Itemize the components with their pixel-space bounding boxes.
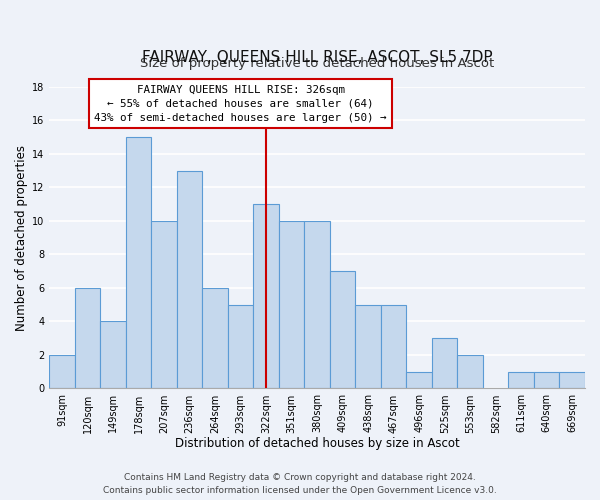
Title: FAIRWAY, QUEENS HILL RISE, ASCOT, SL5 7DP: FAIRWAY, QUEENS HILL RISE, ASCOT, SL5 7D…	[142, 50, 493, 65]
Bar	[75, 288, 100, 388]
Bar	[381, 304, 406, 388]
Y-axis label: Number of detached properties: Number of detached properties	[15, 144, 28, 330]
Bar	[304, 221, 330, 388]
Text: FAIRWAY QUEENS HILL RISE: 326sqm
← 55% of detached houses are smaller (64)
43% o: FAIRWAY QUEENS HILL RISE: 326sqm ← 55% o…	[94, 84, 387, 122]
Bar	[151, 221, 177, 388]
Bar	[508, 372, 534, 388]
Bar	[457, 355, 483, 388]
Bar	[330, 271, 355, 388]
Bar	[355, 304, 381, 388]
Bar	[406, 372, 432, 388]
Bar	[202, 288, 228, 388]
Bar	[253, 204, 279, 388]
Bar	[126, 137, 151, 388]
X-axis label: Distribution of detached houses by size in Ascot: Distribution of detached houses by size …	[175, 437, 460, 450]
Bar	[279, 221, 304, 388]
Bar	[177, 170, 202, 388]
Bar	[100, 322, 126, 388]
Bar	[534, 372, 559, 388]
Text: Size of property relative to detached houses in Ascot: Size of property relative to detached ho…	[140, 58, 494, 70]
Bar	[432, 338, 457, 388]
Bar	[559, 372, 585, 388]
Text: Contains HM Land Registry data © Crown copyright and database right 2024.
Contai: Contains HM Land Registry data © Crown c…	[103, 474, 497, 495]
Bar	[49, 355, 75, 388]
Bar	[228, 304, 253, 388]
